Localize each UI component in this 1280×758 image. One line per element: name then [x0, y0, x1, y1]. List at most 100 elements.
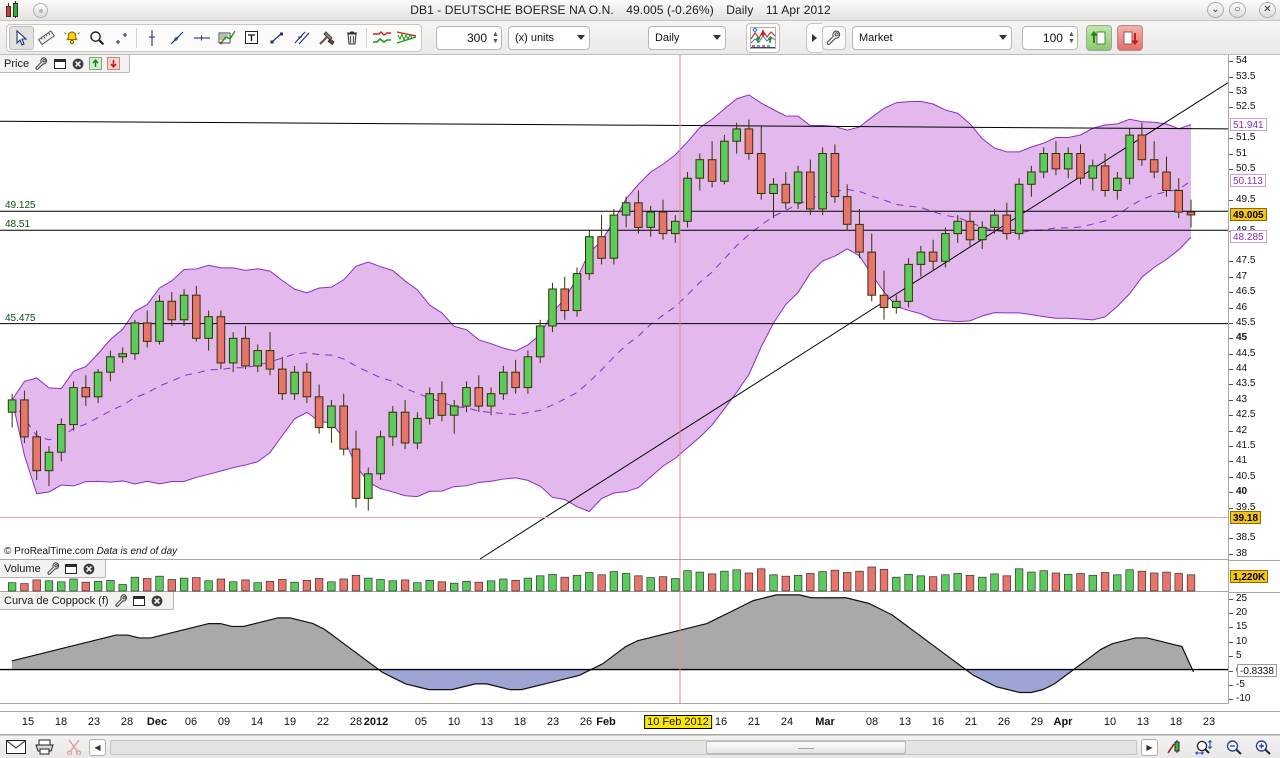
trash-tool-icon[interactable] [339, 26, 364, 50]
date-axis-label: 24 [780, 716, 794, 728]
date-axis-label: 21 [747, 716, 761, 728]
volume-chart-canvas[interactable] [0, 560, 1228, 592]
bars-count-stepper[interactable]: ▲▼ [436, 25, 502, 50]
vertical-line-tool-icon[interactable] [139, 26, 164, 50]
date-axis-label: 15 [21, 716, 35, 728]
date-axis-label: 28 [120, 716, 134, 728]
coppock-scale[interactable]: 2520151050-5-10-0.8338 [1228, 592, 1280, 704]
horizontal-scrollbar[interactable] [110, 739, 1137, 755]
price-scale[interactable]: 5453.55352.551.55150.549.548.547.54746.5… [1228, 55, 1280, 560]
zoom-in-icon[interactable] [1250, 737, 1276, 757]
window-icon[interactable] [132, 593, 147, 608]
pattern-tool-icon[interactable] [394, 26, 419, 50]
settings-hammer-tool-icon[interactable] [314, 26, 339, 50]
scroll-right-button[interactable]: ▶ [1141, 738, 1158, 756]
coppock-chart-canvas[interactable] [0, 592, 1228, 704]
order-settings-button[interactable] [821, 25, 846, 50]
price-scale-tick: 45.5 [1229, 317, 1280, 329]
quantity-arrows[interactable]: ▲ ▼ [1067, 30, 1075, 45]
volume-value-box[interactable]: 1,220K [1230, 570, 1269, 583]
date-axis-label: 21 [964, 716, 978, 728]
indicator-tool-icon[interactable] [369, 26, 394, 50]
date-axis-label: 23 [1202, 716, 1216, 728]
panel-expand-arrow[interactable] [805, 22, 822, 53]
pointer-tool-icon[interactable] [9, 25, 34, 50]
text-tool-icon[interactable] [239, 26, 264, 50]
move-down-icon[interactable] [106, 56, 121, 71]
coppock-scale-tick: -5 [1229, 679, 1280, 691]
volume-panel[interactable]: Volume [0, 560, 1228, 592]
wrench-icon[interactable] [46, 561, 61, 576]
restore-button[interactable]: ○ [1229, 2, 1246, 18]
close-icon[interactable] [82, 561, 97, 576]
close-button[interactable]: ✕ [1259, 2, 1276, 18]
price-scale-tick: 42 [1229, 425, 1280, 437]
window-icon[interactable] [52, 56, 67, 71]
lower-band-value[interactable]: 48.285 [1230, 230, 1267, 244]
price-scale-tick: 46 [1229, 302, 1280, 314]
trend-line-tool-icon[interactable] [164, 26, 189, 50]
wrench-icon[interactable] [34, 56, 49, 71]
minimize-button[interactable]: ⌄ [1207, 2, 1224, 18]
support-value[interactable]: 39.18 [1230, 510, 1262, 524]
last-price-value[interactable]: 49.005 [1230, 207, 1267, 221]
bars-count-input[interactable] [437, 29, 489, 46]
parallel-lines-tool-icon[interactable] [289, 26, 314, 50]
price-scale-tick: 43 [1229, 394, 1280, 406]
horizontal-line-tool-icon[interactable] [189, 26, 214, 50]
sell-button[interactable] [1116, 24, 1143, 51]
date-axis[interactable]: 15 18 23 28 Dec 06 09 14 19 22 28 2012 05 10 13 18 23 26 F… [0, 711, 1280, 735]
quantity-input[interactable] [1022, 29, 1065, 46]
move-up-icon[interactable] [88, 56, 103, 71]
chevron-down-icon [576, 35, 585, 40]
price-scale-tick: 41.5 [1229, 440, 1280, 452]
bars-count-arrows[interactable]: ▲ ▼ [492, 30, 499, 45]
copyright-notice: © ProRealTime.com Data is end of day [4, 546, 177, 557]
magnifier-tool-icon[interactable] [84, 26, 109, 50]
price-scale-tick: 47.5 [1229, 255, 1280, 267]
zoom-out-icon[interactable] [1221, 737, 1247, 757]
coppock-value-box[interactable]: -0.8338 [1237, 663, 1277, 677]
close-icon[interactable] [70, 56, 85, 71]
compare-chart-button[interactable] [745, 22, 780, 53]
date-axis-label: 06 [184, 716, 198, 728]
timeframe-select[interactable]: Daily [647, 25, 726, 50]
title-date: 11 Apr 2012 [765, 3, 831, 17]
points-tool-icon[interactable] [109, 26, 134, 50]
volume-scale[interactable]: 1,220K [1228, 560, 1280, 592]
middle-band-value[interactable]: 50.113 [1230, 173, 1266, 187]
close-icon[interactable] [150, 593, 165, 608]
price-scale-tick: 52.5 [1229, 101, 1280, 113]
alarm-bell-tool-icon[interactable] [59, 26, 84, 50]
candle-cursor-icon[interactable] [1163, 737, 1189, 757]
buy-button[interactable] [1085, 24, 1112, 51]
price-chart-canvas[interactable] [0, 55, 1229, 560]
date-axis-label: 05 [414, 716, 428, 728]
price-scale-tick: 39.5 [1229, 502, 1280, 514]
scroll-left-button[interactable]: ◀ [89, 738, 106, 756]
upper-band-value[interactable]: 51.941 [1230, 117, 1267, 131]
scrollbar-thumb[interactable] [705, 740, 906, 754]
date-axis-label: 26 [997, 716, 1011, 728]
date-axis-label: Mar [815, 716, 835, 728]
units-select[interactable]: (x) units [507, 25, 590, 50]
print-icon[interactable] [32, 737, 58, 757]
coppock-panel[interactable]: Curva de Coppock (f) [0, 592, 1228, 704]
price-scale-tick: 46.5 [1229, 286, 1280, 298]
order-type-select[interactable]: Market [851, 25, 1012, 50]
mail-icon[interactable] [3, 737, 29, 757]
chart-annotation-tool-icon[interactable] [214, 26, 239, 50]
date-axis-label: 29 [1030, 716, 1044, 728]
price-scale-tick: 49.5 [1229, 194, 1280, 206]
price-scale-tick: 38 [1229, 548, 1280, 560]
wrench-icon[interactable] [114, 593, 129, 608]
ruler-tool-icon[interactable] [34, 26, 59, 50]
price-panel[interactable]: © ProRealTime.com Data is end of day Pri… [0, 55, 1229, 560]
scissors-icon[interactable] [61, 737, 87, 757]
segment-tool-icon[interactable] [264, 26, 289, 50]
window-icon[interactable] [64, 561, 79, 576]
quantity-stepper[interactable]: ▲▼ [1021, 25, 1078, 50]
price-scale-tick: 43.5 [1229, 378, 1280, 390]
main-toolbar: ▲▼ (x) units Daily [0, 21, 1280, 55]
zoom-resize-icon[interactable] [1192, 737, 1218, 757]
